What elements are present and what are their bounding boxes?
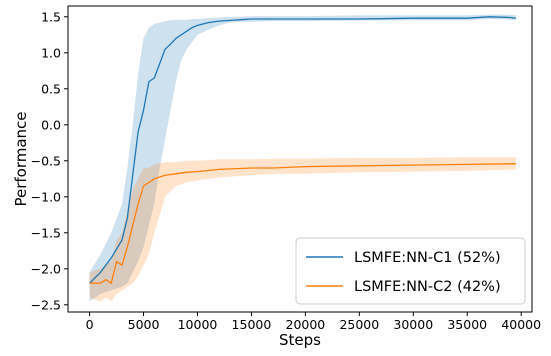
y-tick-label: −0.5 bbox=[31, 153, 61, 168]
x-tick-label: 25000 bbox=[339, 317, 379, 332]
y-axis-label: Performance bbox=[12, 111, 30, 206]
legend-label-1: LSMFE:NN-C1 (52%) bbox=[354, 250, 501, 266]
x-tick-label: 35000 bbox=[447, 317, 487, 332]
x-tick-label: 30000 bbox=[393, 317, 433, 332]
series-1-band bbox=[89, 14, 516, 302]
plot-frame bbox=[67, 5, 533, 313]
y-tick-label: −1.0 bbox=[31, 189, 61, 204]
x-tick-label: 5000 bbox=[128, 317, 160, 332]
y-tick-label: −2.5 bbox=[31, 297, 61, 312]
x-axis-label: Steps bbox=[279, 331, 321, 349]
y-tick-label: 0.0 bbox=[41, 117, 61, 132]
legend-label-2: LSMFE:NN-C2 (42%) bbox=[354, 279, 501, 295]
x-tick-label: 10000 bbox=[178, 317, 218, 332]
x-tick-label: 40000 bbox=[501, 317, 541, 332]
y-tick-label: −1.5 bbox=[31, 225, 61, 240]
series-1-line bbox=[89, 16, 516, 284]
y-tick-label: 0.5 bbox=[41, 81, 61, 96]
y-tick-label: 1.0 bbox=[41, 45, 61, 60]
legend: LSMFE:NN-C1 (52%) LSMFE:NN-C2 (42%) bbox=[295, 237, 526, 305]
legend-frame bbox=[295, 237, 526, 305]
series-2-line bbox=[89, 163, 516, 285]
y-tick-label: −2.0 bbox=[31, 261, 61, 276]
x-tick-label: 20000 bbox=[286, 317, 326, 332]
x-tick-label: 15000 bbox=[232, 317, 272, 332]
x-ticks: 0 5000 10000 15000 20000 25000 30000 35000 40000 bbox=[86, 312, 541, 332]
confidence-bands bbox=[89, 14, 516, 302]
x-tick-label: 0 bbox=[86, 317, 94, 332]
series-lines bbox=[89, 16, 516, 285]
y-tick-label: 1.5 bbox=[41, 9, 61, 24]
y-ticks: 1.5 1.0 0.5 0.0 −0.5 −1.0 −1.5 −2.0 −2.5 bbox=[31, 9, 68, 312]
